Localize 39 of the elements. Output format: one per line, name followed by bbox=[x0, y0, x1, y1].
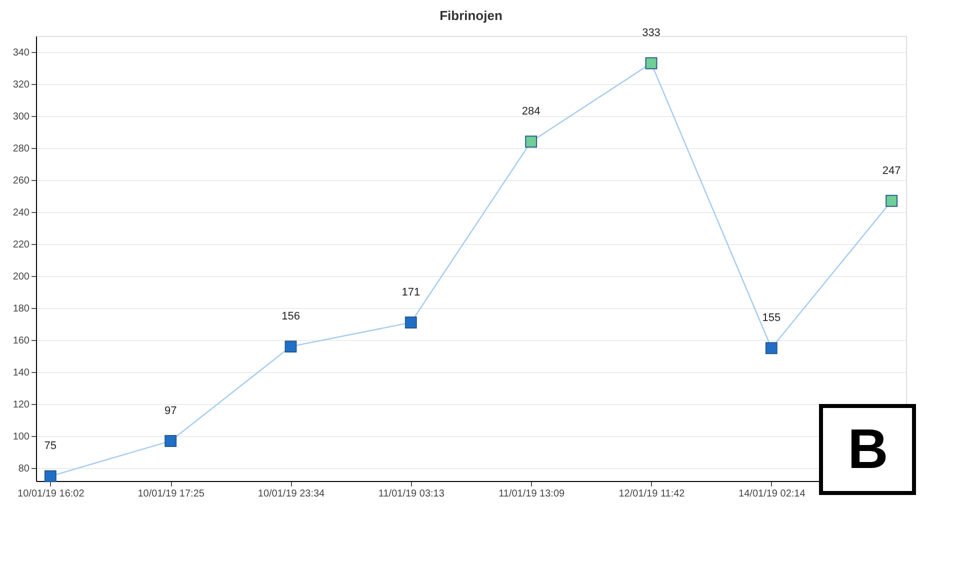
data-label: 97 bbox=[164, 404, 177, 417]
data-label: 156 bbox=[282, 310, 300, 323]
y-tick-label: 100 bbox=[12, 432, 30, 443]
y-tick-label: 260 bbox=[12, 176, 30, 187]
data-label: 284 bbox=[522, 106, 540, 118]
data-label: 155 bbox=[762, 312, 781, 324]
data-label: 247 bbox=[882, 164, 901, 177]
data-label: 333 bbox=[642, 27, 660, 40]
x-tick-label: 10/01/19 16:02 bbox=[18, 488, 85, 500]
point bbox=[765, 342, 778, 354]
y-tick-label: 180 bbox=[12, 304, 30, 315]
x-tick-label: 11/01/19 13:09 bbox=[498, 488, 566, 500]
x-tick-label: 12/01/19 11:42 bbox=[618, 488, 686, 500]
x-tick-label: 10/01/19 17:25 bbox=[138, 488, 205, 500]
point bbox=[284, 340, 297, 353]
point bbox=[44, 470, 56, 482]
y-tick-label: 220 bbox=[12, 240, 30, 251]
x-tick-label: 11/01/19 03:13 bbox=[378, 488, 445, 500]
point bbox=[645, 57, 658, 70]
y-tick-label: 320 bbox=[12, 80, 30, 91]
y-tick-label: 80 bbox=[18, 464, 30, 475]
point bbox=[525, 136, 538, 148]
chart-title: Fibrinojen bbox=[440, 8, 502, 24]
y-tick-label: 240 bbox=[12, 208, 30, 219]
x-tick-label: 14/01/19 02:14 bbox=[738, 488, 806, 500]
y-tick-label: 140 bbox=[12, 368, 30, 379]
y-tick-label: 300 bbox=[12, 112, 30, 123]
data-label: 75 bbox=[44, 440, 57, 452]
y-tick-label: 280 bbox=[12, 144, 30, 155]
x-tick-label: 10/01/19 23:34 bbox=[258, 488, 326, 500]
annotation: B bbox=[848, 417, 888, 480]
y-tick-label: 120 bbox=[12, 400, 30, 411]
y-tick-label: 200 bbox=[12, 272, 30, 283]
point bbox=[886, 194, 898, 207]
point bbox=[164, 435, 177, 447]
point bbox=[404, 316, 417, 329]
data-label: 171 bbox=[402, 286, 420, 299]
y-tick-label: 340 bbox=[12, 48, 30, 59]
y-tick-label: 160 bbox=[12, 336, 30, 347]
